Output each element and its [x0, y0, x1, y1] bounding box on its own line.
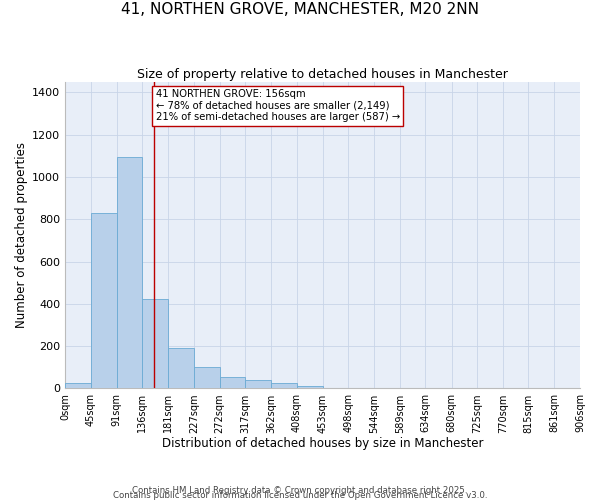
Title: Size of property relative to detached houses in Manchester: Size of property relative to detached ho… [137, 68, 508, 80]
Text: Contains public sector information licensed under the Open Government Licence v3: Contains public sector information licen… [113, 490, 487, 500]
Bar [168, 348, 194, 389]
Bar [194, 368, 220, 388]
X-axis label: Distribution of detached houses by size in Manchester: Distribution of detached houses by size … [162, 437, 484, 450]
Bar [220, 377, 245, 388]
Text: 41 NORTHEN GROVE: 156sqm
← 78% of detached houses are smaller (2,149)
21% of sem: 41 NORTHEN GROVE: 156sqm ← 78% of detach… [155, 89, 400, 122]
Bar [117, 157, 142, 388]
Bar [142, 298, 168, 388]
Text: 41, NORTHEN GROVE, MANCHESTER, M20 2NN: 41, NORTHEN GROVE, MANCHESTER, M20 2NN [121, 2, 479, 18]
Y-axis label: Number of detached properties: Number of detached properties [15, 142, 28, 328]
Text: Contains HM Land Registry data © Crown copyright and database right 2025.: Contains HM Land Registry data © Crown c… [132, 486, 468, 495]
Bar [297, 386, 323, 388]
Bar [91, 213, 117, 388]
Bar [245, 380, 271, 388]
Bar [271, 383, 297, 388]
Bar [65, 383, 91, 388]
